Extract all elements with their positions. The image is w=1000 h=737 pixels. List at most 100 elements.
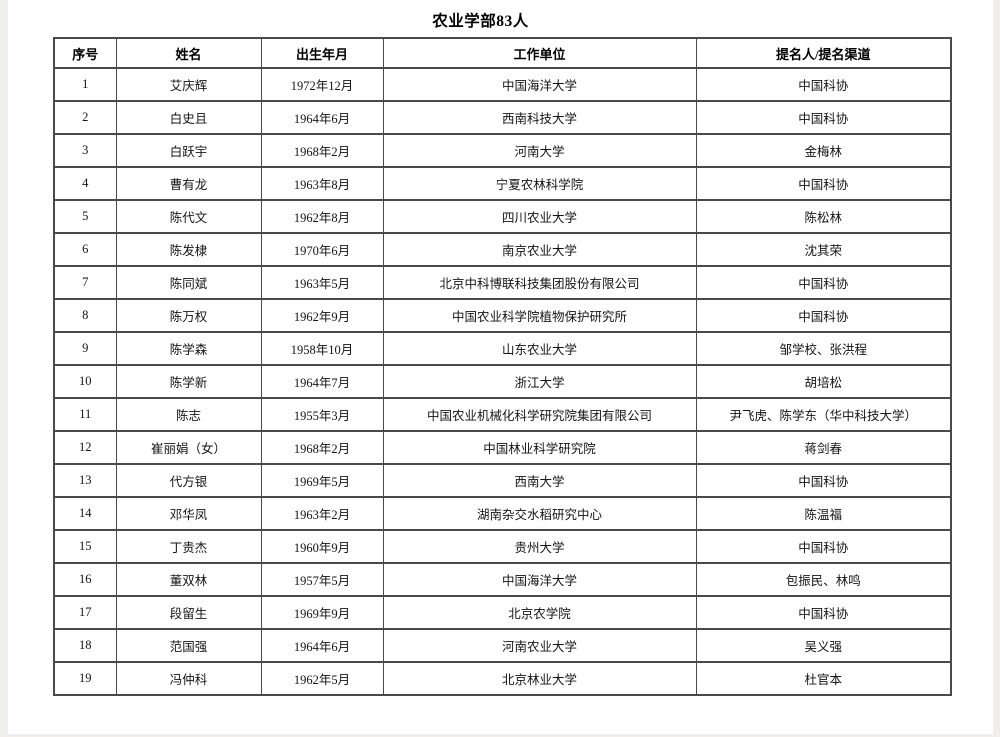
table-cell: 沈其荣 bbox=[695, 232, 952, 267]
table-row: 3 白跃宇 1968年2月 河南大学 金梅林 bbox=[53, 133, 952, 168]
table-cell: 陈松林 bbox=[695, 199, 952, 234]
table-cell: 陈代文 bbox=[115, 199, 262, 234]
page-title: 农业学部83人 bbox=[432, 13, 529, 30]
table-cell: 18 bbox=[53, 628, 117, 663]
col-header-birthdate: 出生年月 bbox=[260, 37, 384, 69]
table-cell: 曹有龙 bbox=[115, 166, 262, 201]
table-cell: 邹学校、张洪程 bbox=[695, 331, 952, 366]
table-cell: 胡培松 bbox=[695, 364, 952, 399]
table-row: 16 董双林 1957年5月 中国海洋大学 包振民、林鸣 bbox=[53, 562, 952, 597]
table-row: 5 陈代文 1962年8月 四川农业大学 陈松林 bbox=[53, 199, 952, 234]
table-cell: 5 bbox=[53, 199, 117, 234]
table-cell: 金梅林 bbox=[695, 133, 952, 168]
table-cell: 中国科协 bbox=[695, 595, 952, 630]
table-cell: 1960年9月 bbox=[260, 529, 384, 564]
table-cell: 1969年9月 bbox=[260, 595, 384, 630]
table-cell: 1968年2月 bbox=[260, 133, 384, 168]
table-cell: 艾庆辉 bbox=[115, 67, 262, 102]
table-row: 9 陈学森 1958年10月 山东农业大学 邹学校、张洪程 bbox=[53, 331, 952, 366]
col-header-index: 序号 bbox=[53, 37, 117, 69]
table-cell: 10 bbox=[53, 364, 117, 399]
table-cell: 陈学新 bbox=[115, 364, 262, 399]
table-row: 10 陈学新 1964年7月 浙江大学 胡培松 bbox=[53, 364, 952, 399]
table-cell: 14 bbox=[53, 496, 117, 531]
table-cell: 11 bbox=[53, 397, 117, 432]
table-cell: 吴义强 bbox=[695, 628, 952, 663]
table-cell: 1964年6月 bbox=[260, 628, 384, 663]
table-cell: 杜官本 bbox=[695, 661, 952, 696]
table-cell: 河南大学 bbox=[382, 133, 697, 168]
table-cell: 1972年12月 bbox=[260, 67, 384, 102]
table-cell: 1958年10月 bbox=[260, 331, 384, 366]
table-cell: 宁夏农林科学院 bbox=[382, 166, 697, 201]
table-row: 14 邓华凤 1963年2月 湖南杂交水稻研究中心 陈温福 bbox=[53, 496, 952, 531]
table-cell: 贵州大学 bbox=[382, 529, 697, 564]
table-cell: 中国农业机械化科学研究院集团有限公司 bbox=[382, 397, 697, 432]
table-cell: 丁贵杰 bbox=[115, 529, 262, 564]
table-cell: 中国农业科学院植物保护研究所 bbox=[382, 298, 697, 333]
table-cell: 中国科协 bbox=[695, 463, 952, 498]
table-cell: 8 bbox=[53, 298, 117, 333]
table-cell: 中国科协 bbox=[695, 100, 952, 135]
table-header-row: 序号 姓名 出生年月 工作单位 提名人/提名渠道 bbox=[53, 37, 952, 69]
table-cell: 中国海洋大学 bbox=[382, 67, 697, 102]
table-cell: 冯仲科 bbox=[115, 661, 262, 696]
table-row: 12 崔丽娟（女） 1968年2月 中国林业科学研究院 蒋剑春 bbox=[53, 430, 952, 465]
table-cell: 崔丽娟（女） bbox=[115, 430, 262, 465]
table-cell: 中国科协 bbox=[695, 265, 952, 300]
table-cell: 1962年8月 bbox=[260, 199, 384, 234]
table-cell: 1970年6月 bbox=[260, 232, 384, 267]
table-cell: 16 bbox=[53, 562, 117, 597]
col-header-nominator: 提名人/提名渠道 bbox=[695, 37, 952, 69]
table-cell: 1955年3月 bbox=[260, 397, 384, 432]
table-row: 18 范国强 1964年6月 河南农业大学 吴义强 bbox=[53, 628, 952, 663]
table-cell: 邓华凤 bbox=[115, 496, 262, 531]
table-cell: 陈万权 bbox=[115, 298, 262, 333]
table-cell: 1963年8月 bbox=[260, 166, 384, 201]
table-cell: 代方银 bbox=[115, 463, 262, 498]
table-cell: 中国科协 bbox=[695, 529, 952, 564]
table-cell: 中国科协 bbox=[695, 298, 952, 333]
table-cell: 包振民、林鸣 bbox=[695, 562, 952, 597]
table-cell: 1964年6月 bbox=[260, 100, 384, 135]
table-row: 15 丁贵杰 1960年9月 贵州大学 中国科协 bbox=[53, 529, 952, 564]
table-cell: 19 bbox=[53, 661, 117, 696]
table-cell: 白史且 bbox=[115, 100, 262, 135]
table-cell: 陈温福 bbox=[695, 496, 952, 531]
table-cell: 1964年7月 bbox=[260, 364, 384, 399]
table-row: 4 曹有龙 1963年8月 宁夏农林科学院 中国科协 bbox=[53, 166, 952, 201]
document-page: 农业学部83人 序号 姓名 出生年月 工作单位 提名人/提名渠道 1 艾庆辉 197… bbox=[8, 0, 993, 734]
table-cell: 董双林 bbox=[115, 562, 262, 597]
table-cell: 1957年5月 bbox=[260, 562, 384, 597]
table-cell: 陈同斌 bbox=[115, 265, 262, 300]
table-cell: 陈学森 bbox=[115, 331, 262, 366]
table-cell: 1968年2月 bbox=[260, 430, 384, 465]
col-header-name: 姓名 bbox=[115, 37, 262, 69]
table-cell: 17 bbox=[53, 595, 117, 630]
table-cell: 1962年5月 bbox=[260, 661, 384, 696]
table-body: 1 艾庆辉 1972年12月 中国海洋大学 中国科协 2 白史且 1964年6月 西南科技大学中… bbox=[53, 67, 952, 696]
table-cell: 陈志 bbox=[115, 397, 262, 432]
table-row: 6 陈发棣 1970年6月 南京农业大学 沈其荣 bbox=[53, 232, 952, 267]
table-row: 13 代方银 1969年5月 西南大学 中国科协 bbox=[53, 463, 952, 498]
table-cell: 1969年5月 bbox=[260, 463, 384, 498]
table-cell: 北京中科博联科技集团股份有限公司 bbox=[382, 265, 697, 300]
table-cell: 湖南杂交水稻研究中心 bbox=[382, 496, 697, 531]
table-cell: 9 bbox=[53, 331, 117, 366]
table-row: 19 冯仲科 1962年5月 北京林业大学 杜官本 bbox=[53, 661, 952, 696]
table-cell: 南京农业大学 bbox=[382, 232, 697, 267]
table-cell: 北京林业大学 bbox=[382, 661, 697, 696]
table-cell: 中国海洋大学 bbox=[382, 562, 697, 597]
table-cell: 西南大学 bbox=[382, 463, 697, 498]
table-cell: 尹飞虎、陈学东（华中科技大学） bbox=[695, 397, 952, 432]
table-cell: 北京农学院 bbox=[382, 595, 697, 630]
table-row: 17 段留生 1969年9月 北京农学院 中国科协 bbox=[53, 595, 952, 630]
table-cell: 范国强 bbox=[115, 628, 262, 663]
table-row: 7 陈同斌 1963年5月 北京中科博联科技集团股份有限公司 中国科协 bbox=[53, 265, 952, 300]
table-cell: 6 bbox=[53, 232, 117, 267]
table-cell: 段留生 bbox=[115, 595, 262, 630]
nominees-table: 序号 姓名 出生年月 工作单位 提名人/提名渠道 1 艾庆辉 1972年12月 中国海… bbox=[53, 37, 952, 696]
table-cell: 3 bbox=[53, 133, 117, 168]
table-cell: 河南农业大学 bbox=[382, 628, 697, 663]
table-row: 2 白史且 1964年6月 西南科技大学 中国科协 bbox=[53, 100, 952, 135]
